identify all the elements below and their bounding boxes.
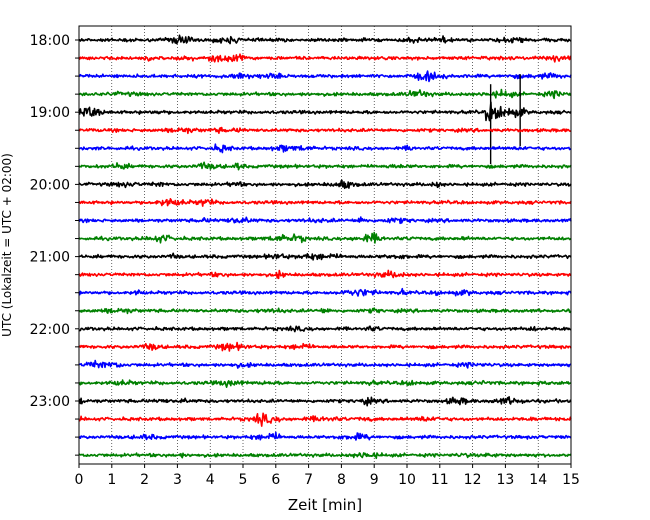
trace-2215 — [78, 341, 572, 352]
trace-2245 — [78, 379, 572, 388]
trace-2230 — [78, 359, 572, 369]
trace-2145 — [78, 307, 572, 315]
plot-frame — [78, 25, 572, 465]
trace-1800 — [78, 34, 572, 45]
y-tick-label-4: 22:00 — [30, 322, 70, 338]
x-tick-label-12: 12 — [464, 472, 482, 488]
trace-2115 — [78, 269, 572, 280]
trace-2015 — [78, 198, 572, 207]
trace-1900 — [78, 101, 572, 122]
trace-2045 — [78, 231, 572, 244]
y-tick-label-2: 20:00 — [30, 177, 70, 193]
y-axis-label: UTC (Lokalzeit = UTC + 02:00) — [0, 153, 14, 337]
x-tick-label-11: 11 — [431, 472, 449, 488]
x-tick-label-14: 14 — [529, 472, 547, 488]
x-tick-label-3: 3 — [173, 472, 182, 488]
traces — [78, 34, 572, 460]
y-tick-label-1: 19:00 — [30, 105, 70, 121]
x-tick-label-9: 9 — [370, 472, 379, 488]
x-tick-label-0: 0 — [75, 472, 84, 488]
y-tick-label-5: 23:00 — [30, 394, 70, 410]
trace-2130 — [78, 287, 572, 297]
trace-2200 — [78, 325, 572, 333]
x-tick-label-15: 15 — [562, 472, 580, 488]
x-tick-label-8: 8 — [337, 472, 346, 488]
x-tick-label-5: 5 — [239, 472, 248, 488]
trace-2345 — [78, 452, 572, 460]
trace-1930 — [78, 143, 572, 154]
x-tick-label-6: 6 — [271, 472, 280, 488]
x-tick-label-4: 4 — [206, 472, 215, 488]
trace-1830 — [78, 70, 572, 83]
x-tick-label-2: 2 — [140, 472, 149, 488]
x-tick-label-10: 10 — [398, 472, 416, 488]
trace-1915 — [78, 126, 572, 135]
trace-2330 — [78, 431, 572, 441]
trace-1845 — [78, 88, 572, 100]
y-tick-label-3: 21:00 — [30, 250, 70, 266]
x-axis-ticks: 0 1 2 3 4 5 6 7 8 9 10 11 12 13 14 15 — [75, 464, 580, 488]
x-tick-label-7: 7 — [304, 472, 313, 488]
trace-2300 — [78, 396, 572, 407]
trace-1815 — [78, 53, 572, 63]
trace-2100 — [78, 252, 572, 261]
trace-1945 — [78, 161, 572, 171]
y-tick-label-0: 18:00 — [30, 33, 70, 49]
x-tick-label-1: 1 — [107, 472, 116, 488]
x-tick-label-13: 13 — [496, 472, 514, 488]
trace-2000 — [78, 179, 572, 190]
trace-2315 — [78, 412, 572, 427]
x-axis-label: Zeit [min] — [288, 496, 362, 514]
trace-2030 — [78, 216, 572, 225]
y-axis-ticks: 18:00 19:00 20:00 21:00 22:00 23:00 — [30, 33, 79, 456]
